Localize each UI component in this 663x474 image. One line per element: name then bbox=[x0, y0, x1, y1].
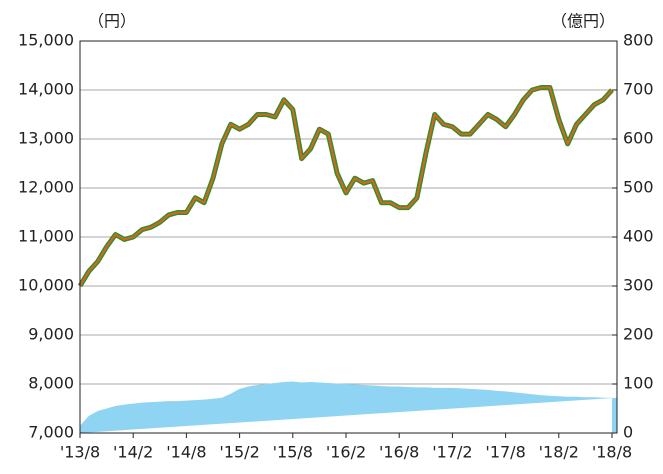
y-tick-label: 10,000 bbox=[18, 276, 74, 295]
y-tick-label: 14,000 bbox=[18, 80, 74, 99]
y2-tick-label: 200 bbox=[623, 325, 654, 344]
y2-tick-label: 0 bbox=[623, 423, 633, 442]
y-tick-label: 8,000 bbox=[28, 374, 74, 393]
x-tick-label: '15/8 bbox=[273, 443, 313, 462]
y2-axis-label: （億円） bbox=[551, 12, 615, 31]
y-tick-label: 9,000 bbox=[28, 325, 74, 344]
y2-tick-label: 100 bbox=[623, 374, 654, 393]
x-tick-label: '18/2 bbox=[539, 443, 579, 462]
y-tick-label: 13,000 bbox=[18, 129, 74, 148]
plot-frame bbox=[79, 40, 618, 434]
y-tick-label: 15,000 bbox=[18, 31, 74, 50]
y2-tick-label: 500 bbox=[623, 178, 654, 197]
net-assets-area bbox=[80, 381, 617, 433]
x-tick-label: '16/8 bbox=[379, 443, 419, 462]
y-axis-label: （円） bbox=[88, 12, 136, 31]
x-tick-label: '13/8 bbox=[60, 443, 100, 462]
x-tick-label: '17/2 bbox=[432, 443, 472, 462]
y2-tick-label: 700 bbox=[623, 80, 654, 99]
x-tick-label: '15/2 bbox=[219, 443, 259, 462]
x-tick-label: '17/8 bbox=[485, 443, 525, 462]
y2-tick-label: 800 bbox=[623, 31, 654, 50]
x-tick-label: '14/2 bbox=[113, 443, 153, 462]
y2-tick-label: 400 bbox=[623, 227, 654, 246]
y-tick-label: 11,000 bbox=[18, 227, 74, 246]
price-line-outline bbox=[77, 85, 614, 288]
x-tick-label: '16/2 bbox=[326, 443, 366, 462]
y-tick-label: 12,000 bbox=[18, 178, 74, 197]
y2-tick-label: 300 bbox=[623, 276, 654, 295]
price-line bbox=[79, 86, 613, 287]
x-tick-label: '14/8 bbox=[166, 443, 206, 462]
x-tick-label: '18/8 bbox=[592, 443, 632, 462]
y-tick-label: 7,000 bbox=[28, 423, 74, 442]
y2-tick-label: 600 bbox=[623, 129, 654, 148]
